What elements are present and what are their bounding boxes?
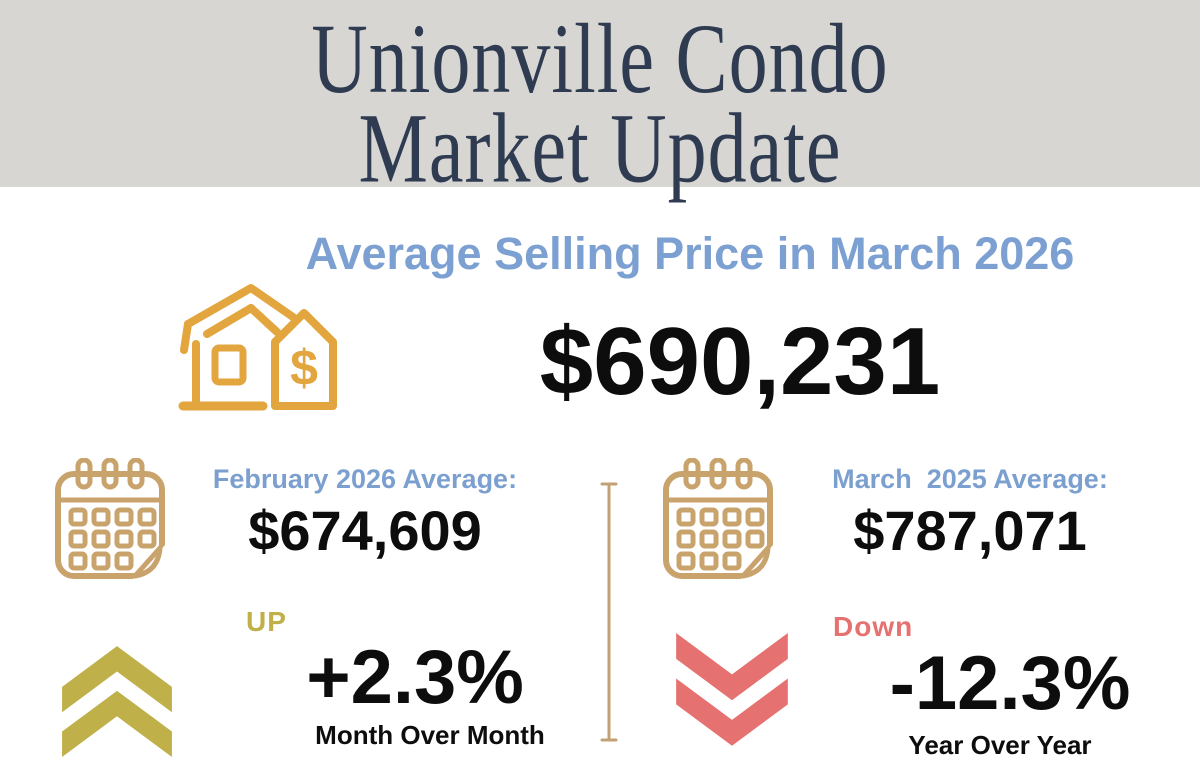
title-line-2: Market Update	[358, 92, 842, 204]
year-over-year-value: -12.3%	[889, 641, 1131, 726]
calendar-icon	[55, 458, 166, 580]
previous-month-block: February 2026 Average: $674,609	[170, 464, 560, 559]
previous-year-label: March 2025 Average:	[832, 464, 1108, 494]
dollar-sign-glyph: $	[290, 340, 318, 396]
up-direction-label: UP	[246, 606, 287, 637]
chevron-double-down-icon	[676, 633, 788, 746]
month-over-month-caption: Month Over Month	[315, 720, 545, 750]
down-direction-label: Down	[833, 611, 914, 642]
calendar-icon	[660, 458, 776, 580]
chevron-double-up-icon	[62, 646, 172, 757]
house-price-tag-icon: $	[178, 284, 337, 411]
page-title: Unionville Condo Market Update	[0, 2, 1200, 204]
month-over-month-value: +2.3%	[306, 635, 524, 720]
vertical-divider	[600, 482, 618, 742]
previous-year-value: $787,071	[853, 499, 1087, 562]
average-price-value: $690,231	[539, 308, 941, 415]
header: Unionville Condo Market Update	[0, 0, 1200, 198]
title-line-1: Unionville Condo	[311, 2, 889, 114]
section-title: Average Selling Price in March 2026	[305, 228, 1075, 279]
year-over-year-caption: Year Over Year	[908, 730, 1092, 760]
previous-month-value: $674,609	[248, 499, 482, 562]
previous-month-label: February 2026 Average:	[212, 464, 518, 494]
previous-year-block: March 2025 Average: $787,071	[775, 464, 1165, 559]
